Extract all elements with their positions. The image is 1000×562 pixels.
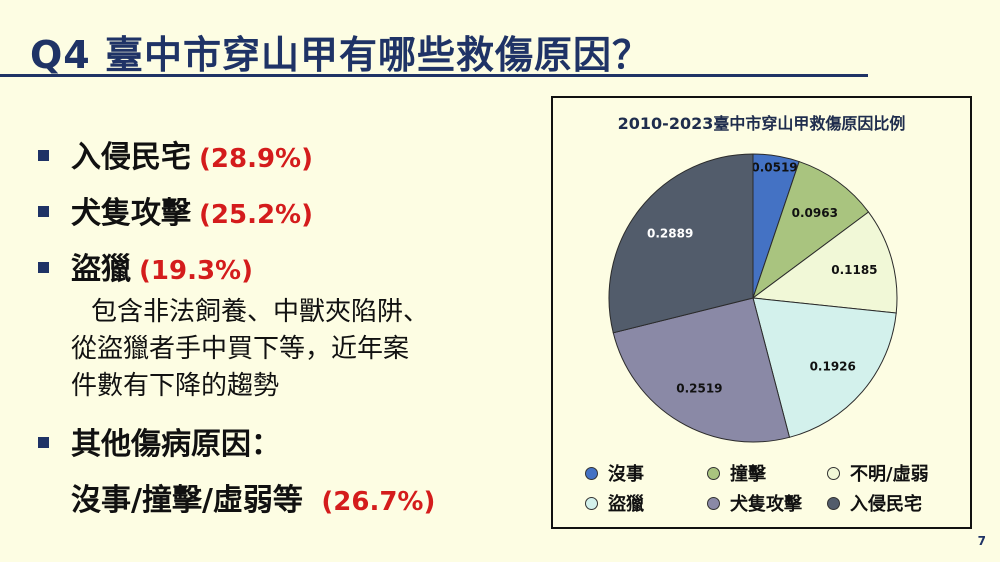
bullet-item-other: 其他傷病原因： [38, 419, 548, 463]
legend-item: 沒事 [585, 460, 707, 486]
pie-slice-label: 0.1926 [810, 360, 856, 374]
bullet-label: 犬隻攻擊 [71, 196, 191, 231]
bullet-item-dog-attack: 犬隻攻擊 (25.2%) [38, 188, 548, 232]
other-detail: 沒事/撞擊/虛弱等 (26.7%) [38, 475, 548, 519]
pie-slice-3 [752, 297, 897, 438]
bullet-item-home-intrusion: 入侵民宅 (28.9%) [38, 132, 548, 176]
chart-title: 2010-2023臺中市穿山甲救傷原因比例 [617, 114, 906, 133]
pie-slice-label: 0.0963 [792, 206, 838, 220]
pie-slice-5 [608, 153, 754, 334]
legend-label: 入侵民宅 [850, 494, 922, 515]
legend-label: 犬隻攻擊 [730, 494, 802, 515]
legend-item: 入侵民宅 [827, 490, 955, 516]
bullet-square-icon [38, 437, 49, 448]
pie-slice-1 [752, 160, 870, 300]
chart-legend: 沒事 撞擊 不明/虛弱盜獵 犬隻攻擊 入侵民宅 [585, 458, 955, 518]
page-number: 7 [977, 534, 986, 548]
description-line: 件數有下降的趨勢 [71, 371, 280, 401]
bullet-item-poaching: 盜獵 (19.3%) [38, 244, 548, 288]
legend-label: 沒事 [608, 464, 644, 485]
other-percent: (26.7%) [321, 487, 436, 517]
pie-chart: 0.0519 0.0963 0.1185 0.1926 0.2519 0.2889 [608, 153, 898, 443]
bullet-label: 其他傷病原因： [71, 427, 281, 462]
legend-swatch-icon [585, 466, 598, 480]
legend-swatch-icon [707, 496, 720, 510]
bullet-label: 入侵民宅 [71, 140, 191, 175]
other-detail-text: 沒事/撞擊/虛弱等 [71, 483, 303, 518]
legend-item: 撞擊 [707, 460, 827, 486]
bullet-square-icon [38, 262, 49, 273]
pie-slice-4 [612, 297, 791, 443]
legend-swatch-icon [707, 466, 720, 480]
legend-item: 犬隻攻擊 [707, 490, 827, 516]
legend-row: 盜獵 犬隻攻擊 入侵民宅 [585, 488, 955, 518]
title-underline [0, 74, 868, 77]
pie-slice-label: 0.0519 [751, 160, 797, 174]
legend-swatch-icon [585, 496, 598, 510]
bullet-percent: (28.9%) [199, 144, 313, 174]
pie-chart-panel: 2010-2023臺中市穿山甲救傷原因比例 0.0519 0.0963 0.1185… [551, 96, 972, 529]
bullet-list: 入侵民宅 (28.9%) 犬隻攻擊 (25.2%) 盜獵 (19.3%) 包含非… [38, 132, 548, 519]
legend-swatch-icon [827, 496, 840, 510]
bullet-square-icon [38, 150, 49, 161]
pie-slice-label: 0.2889 [647, 226, 693, 240]
description-line: 包含非法飼養、中獸夾陷阱、 [91, 297, 430, 327]
description-line: 從盜獵者手中買下等，近年案 [71, 334, 410, 364]
legend-swatch-icon [827, 466, 840, 480]
legend-label: 撞擊 [730, 464, 766, 485]
bullet-percent: (25.2%) [199, 200, 313, 230]
bullet-percent: (19.3%) [139, 256, 253, 286]
pie-slice-label: 0.1185 [831, 263, 877, 277]
legend-label: 不明/虛弱 [850, 464, 929, 485]
page-title: Q4 臺中市穿山甲有哪些救傷原因？ [30, 33, 651, 77]
legend-label: 盜獵 [608, 494, 644, 515]
legend-row: 沒事 撞擊 不明/虛弱 [585, 458, 955, 488]
pie-slice-2 [751, 211, 898, 314]
bullet-square-icon [38, 206, 49, 217]
legend-item: 盜獵 [585, 490, 707, 516]
legend-item: 不明/虛弱 [827, 460, 955, 486]
poaching-description: 包含非法飼養、中獸夾陷阱、 從盜獵者手中買下等，近年案 件數有下降的趨勢 [38, 294, 531, 405]
pie-slice-label: 0.2519 [676, 381, 722, 395]
bullet-label: 盜獵 [71, 252, 131, 287]
